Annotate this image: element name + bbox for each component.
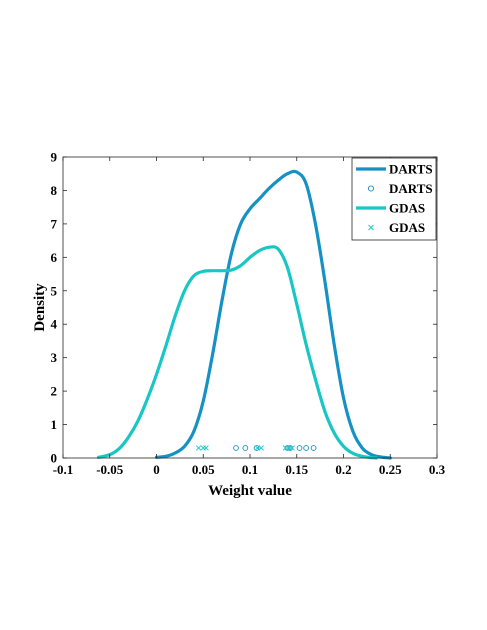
legend-label: DARTS [389, 181, 433, 196]
y-tick-label: 8 [51, 183, 58, 198]
legend-entry-gdas-line: GDAS [356, 201, 425, 216]
data-point-darts [233, 445, 239, 451]
data-point-gdas [258, 445, 264, 451]
legend-label: DARTS [389, 162, 433, 177]
legend: DARTS DARTS GDAS GDAS [351, 157, 437, 241]
data-point-darts [253, 445, 260, 451]
x-tick-label: -0.1 [53, 462, 74, 477]
x-tick-label: 0.15 [285, 462, 308, 477]
data-point-darts [303, 445, 309, 451]
x-tick-label: 0.1 [242, 462, 258, 477]
series-line-darts [154, 169, 392, 460]
x-tick-label: 0.25 [379, 462, 402, 477]
y-tick-label: 9 [51, 150, 58, 165]
y-tick-label: 5 [51, 283, 58, 298]
data-point-gdas [289, 445, 295, 451]
legend-swatch-circle [367, 185, 375, 192]
y-tick-label: 2 [51, 384, 58, 399]
y-tick-label: 1 [51, 417, 58, 432]
legend-label: GDAS [389, 201, 425, 216]
y-tick-label: 4 [51, 317, 58, 332]
axes-layer: -0.1 -0.05 0 0.05 0.1 0.15 0.2 0.25 0.3 0 1 2 3 4 5 6 7 8… [51, 150, 446, 478]
y-axis-label: Density [32, 283, 48, 332]
y-tick-label: 6 [51, 250, 58, 265]
data-point-gdas [195, 445, 202, 451]
legend-box [351, 157, 437, 241]
series-layer [96, 169, 392, 460]
x-tick-label: 0.3 [429, 462, 446, 477]
legend-entry-darts-line: DARTS [356, 162, 433, 177]
y-tick-label: 3 [51, 350, 58, 365]
series-line-gdas [96, 245, 378, 460]
data-point-darts [296, 445, 303, 451]
y-tick-label: 0 [51, 451, 58, 466]
data-point-darts [310, 445, 317, 451]
legend-entry-gdas-marker: GDAS [368, 220, 425, 235]
data-point-darts [242, 445, 249, 451]
x-tick-label: 0.05 [192, 462, 215, 477]
x-axis-label: Weight value [208, 483, 292, 499]
data-point-gdas [203, 445, 209, 451]
x-tick-label: 0.2 [335, 462, 351, 477]
x-tick-label: -0.05 [96, 462, 124, 477]
x-tick-label: 0 [153, 462, 160, 477]
legend-label: GDAS [389, 220, 425, 235]
legend-entry-darts-marker: DARTS [367, 181, 433, 196]
y-tick-label: 7 [51, 216, 58, 231]
legend-swatch-x [368, 224, 374, 231]
